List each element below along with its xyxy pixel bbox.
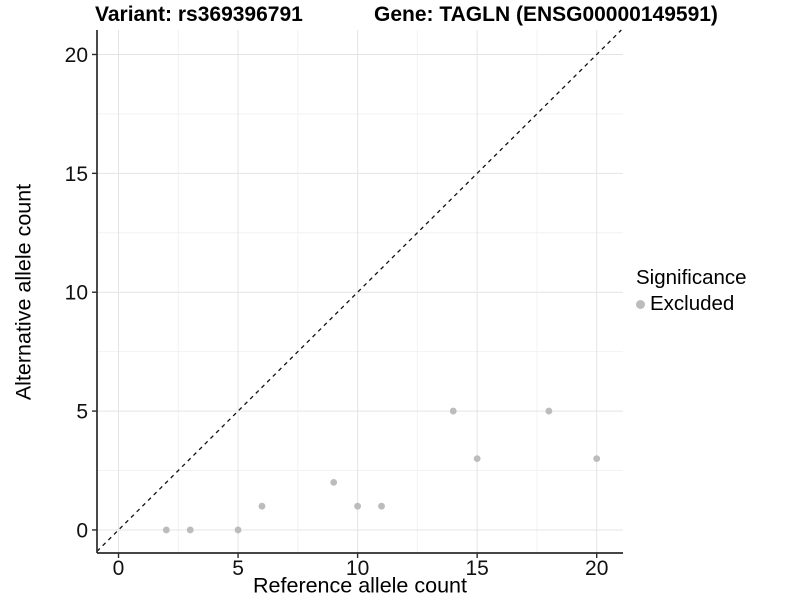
data-point [473,455,481,463]
x-tick-label: 10 [346,557,369,580]
x-tick-label: 15 [465,557,488,580]
legend-item-excluded: Excluded [636,292,747,316]
y-axis-title: Alternative allele count [11,183,36,401]
x-tick-label: 20 [585,557,608,580]
data-point [258,502,266,510]
data-point [186,526,194,534]
y-tick-label: 5 [76,401,88,424]
data-point [449,407,457,415]
data-point [354,502,362,510]
plot-title-gene: Gene: TAGLN (ENSG00000149591) [374,3,718,26]
legend-point-icon [636,299,645,309]
data-point [330,478,338,486]
y-tick-label: 15 [65,163,88,186]
data-point [545,407,553,415]
data-point [162,526,170,534]
x-tick-label: 5 [232,557,244,580]
identity-line [96,29,622,552]
legend-title: Significance [636,266,747,289]
x-axis-title: Reference allele count [253,573,467,598]
data-point [593,455,601,463]
y-tick-label: 20 [65,44,88,67]
x-tick-label: 0 [113,557,125,580]
legend-item-label: Excluded [650,292,735,315]
data-point [234,526,242,534]
y-tick-label: 0 [76,519,88,542]
legend: Significance Excluded [636,266,747,316]
y-tick-label: 10 [65,282,88,305]
plot-title-variant: Variant: rs369396791 [95,3,303,26]
data-point [378,502,385,510]
